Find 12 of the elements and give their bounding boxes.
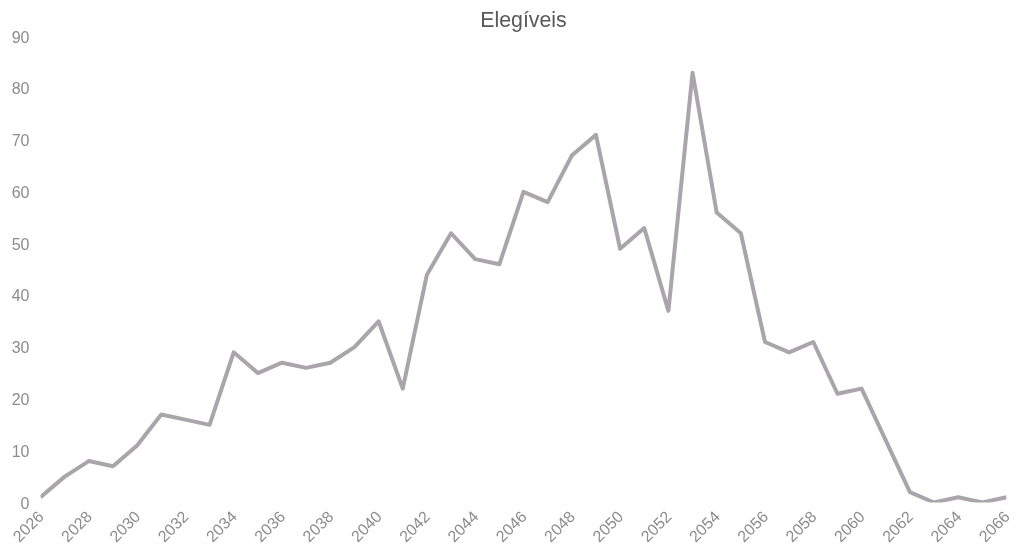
y-tick-label: 10 (11, 442, 30, 460)
line-series (40, 70, 1007, 503)
chart-title: Elegíveis (480, 7, 567, 32)
y-tick-label: 70 (11, 132, 30, 150)
y-tick-label: 60 (11, 183, 30, 201)
y-tick-label: 30 (11, 339, 30, 357)
y-tick-label: 40 (11, 287, 30, 305)
y-tick-label: 0 (20, 494, 30, 512)
y-tick-label: 90 (11, 28, 30, 46)
y-tick-label: 20 (11, 390, 30, 408)
y-tick-label: 80 (11, 80, 30, 98)
y-tick-label: 50 (11, 235, 30, 253)
